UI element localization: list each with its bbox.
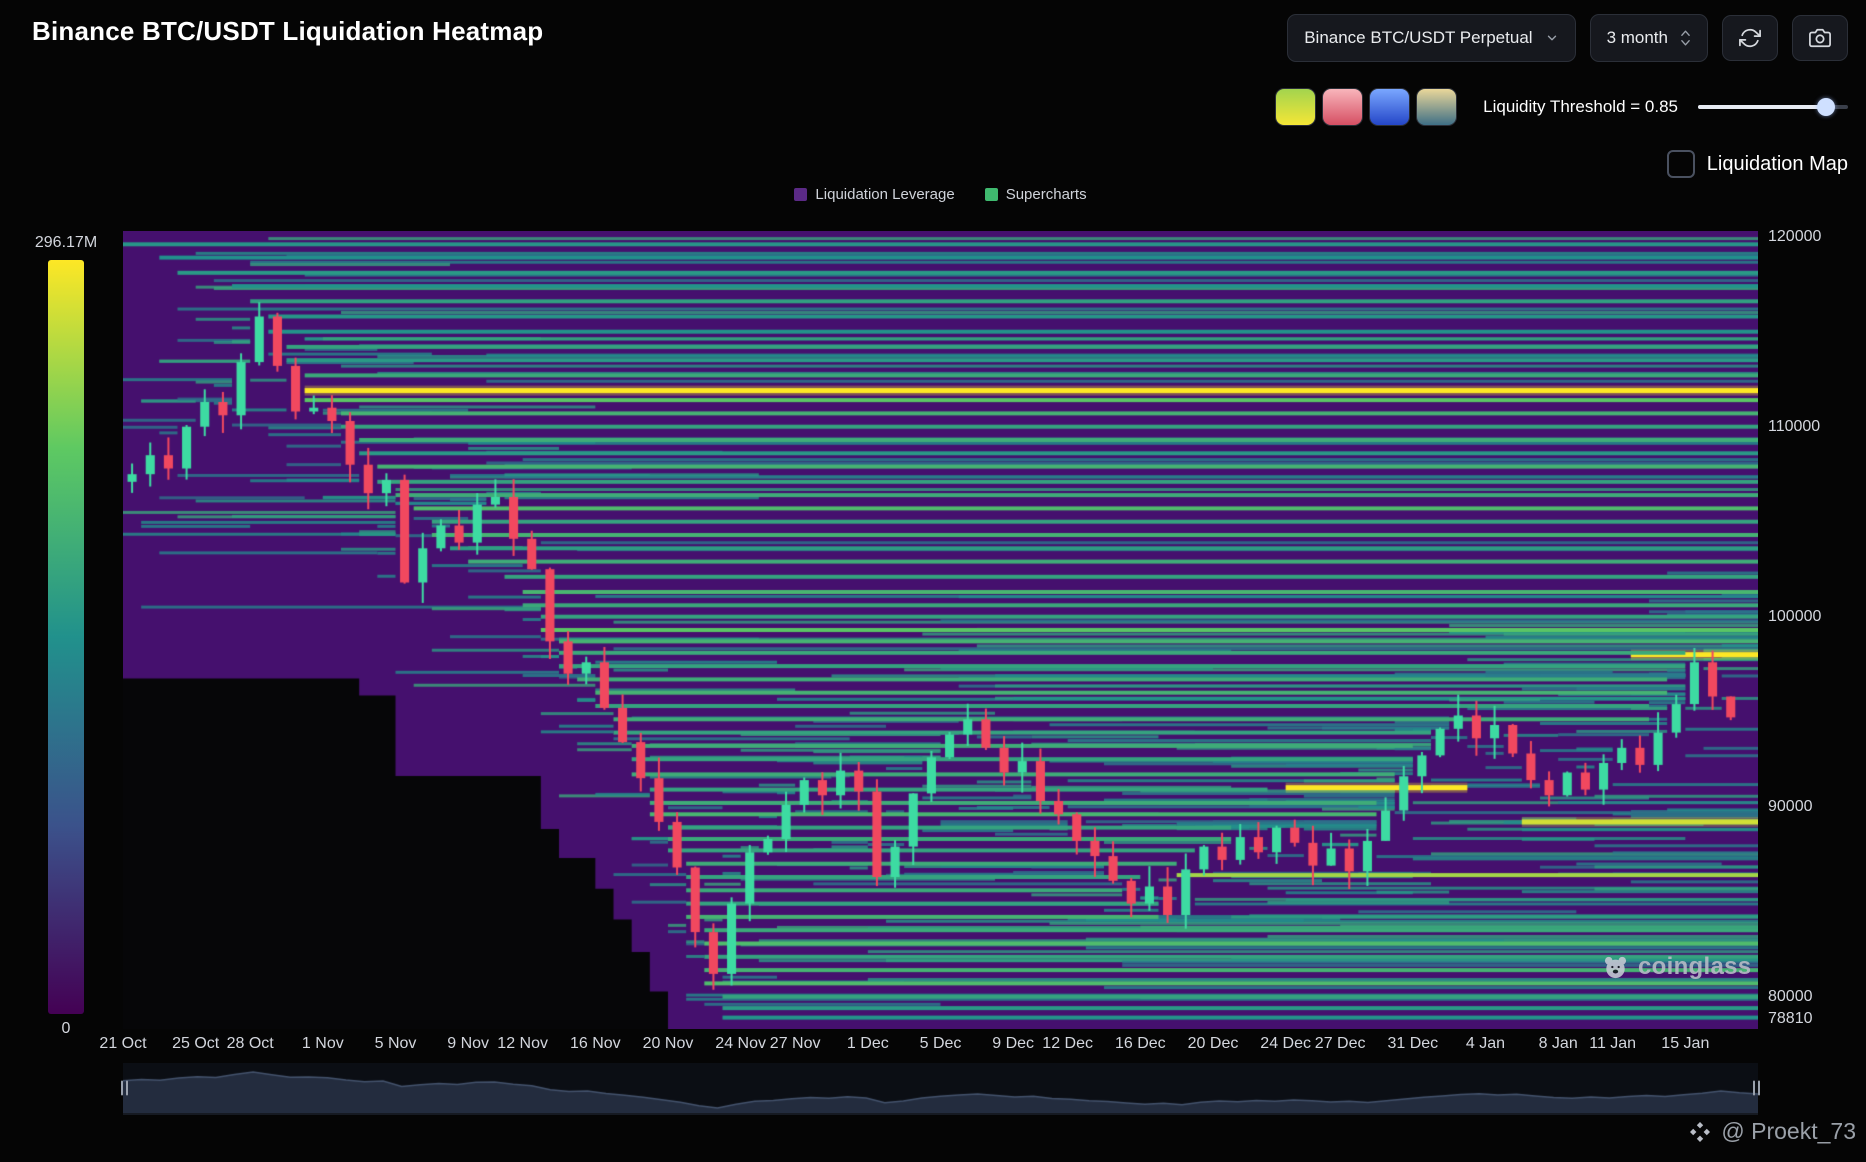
x-axis-label: 12 Nov: [497, 1035, 549, 1052]
timeframe-select[interactable]: 3 month: [1589, 14, 1708, 62]
navigator[interactable]: [121, 1063, 1760, 1115]
legend-swatch: [794, 188, 808, 201]
chevron-down-icon: [1545, 31, 1559, 45]
x-axis-label: 4 Jan: [1465, 1035, 1506, 1052]
legend: Liquidation Leverage Supercharts: [123, 186, 1758, 203]
slider-thumb[interactable]: [1816, 98, 1835, 116]
legend-label: Supercharts: [1005, 186, 1087, 203]
x-axis-label: 25 Oct: [172, 1035, 220, 1052]
refresh-button[interactable]: [1722, 15, 1778, 61]
x-axis-label: 24 Nov: [715, 1035, 767, 1052]
navigator-right-handle[interactable]: [1753, 1080, 1760, 1096]
palette-swatch[interactable]: [1369, 88, 1411, 126]
toolbar: Liquidity Threshold = 0.85: [1275, 88, 1848, 126]
diamond-logo-icon: [1688, 1120, 1712, 1144]
colorbar: [48, 260, 84, 1014]
palette-swatches: [1275, 88, 1458, 126]
symbol-select-value: Binance BTC/USDT Perpetual: [1304, 28, 1533, 47]
x-axis-label: 27 Dec: [1314, 1035, 1366, 1052]
x-axis: 21 Oct 25 Oct 28 Oct 1 Nov 5 Nov 9 Nov 12 Nov 1…: [0, 1035, 1866, 1057]
colorbar-min-label: 0: [61, 1020, 71, 1037]
heatmap-canvas[interactable]: [123, 231, 1758, 1029]
y-axis-label: 110000: [1768, 417, 1821, 435]
y-axis-label: 90000: [1768, 797, 1813, 815]
navigator-canvas[interactable]: [123, 1063, 1758, 1113]
x-axis-label: 1 Dec: [846, 1035, 889, 1052]
x-axis-label: 5 Nov: [374, 1035, 417, 1052]
coinglass-watermark: coinglass: [1602, 953, 1751, 981]
x-axis-label: 1 Nov: [301, 1035, 344, 1052]
credit: @ Proekt_73: [1688, 1118, 1856, 1145]
y-axis-label: 120000: [1768, 227, 1822, 245]
liquidation-map-toggle-row: Liquidation Map: [1666, 150, 1848, 178]
x-axis-label: 15 Jan: [1661, 1035, 1710, 1052]
legend-label: Liquidation Leverage: [815, 186, 955, 203]
x-axis-label: 9 Nov: [447, 1035, 490, 1052]
palette-swatch[interactable]: [1275, 88, 1317, 126]
x-axis-label: 11 Jan: [1589, 1035, 1637, 1052]
legend-swatch: [984, 188, 998, 201]
x-axis-label: 28 Oct: [226, 1035, 274, 1052]
coinglass-text: coinglass: [1638, 953, 1752, 980]
legend-item[interactable]: Supercharts: [984, 186, 1087, 203]
page-title: Binance BTC/USDT Liquidation Heatmap: [32, 16, 544, 46]
x-axis-label: 20 Nov: [642, 1035, 694, 1052]
camera-icon: [1809, 27, 1831, 49]
navigator-left-handle[interactable]: [121, 1080, 128, 1096]
x-axis-label: 31 Dec: [1387, 1035, 1439, 1052]
threshold-slider[interactable]: [1698, 98, 1848, 116]
timeframe-select-value: 3 month: [1606, 28, 1668, 47]
x-axis-label: 20 Dec: [1187, 1035, 1239, 1052]
header-controls: Binance BTC/USDT Perpetual 3 month: [1287, 14, 1848, 62]
x-axis-label: 27 Nov: [769, 1035, 821, 1052]
refresh-icon: [1739, 27, 1761, 49]
y-axis-label: 100000: [1768, 607, 1822, 625]
legend-item[interactable]: Liquidation Leverage: [794, 186, 955, 203]
screenshot-button[interactable]: [1792, 15, 1848, 61]
x-axis-label: 16 Nov: [569, 1035, 621, 1052]
x-axis-label: 8 Jan: [1538, 1035, 1578, 1052]
palette-swatch[interactable]: [1416, 88, 1458, 126]
threshold-label: Liquidity Threshold = 0.85: [1483, 97, 1678, 116]
y-axis-label: 80000: [1768, 987, 1813, 1005]
bear-icon: [1602, 954, 1629, 981]
x-axis-label: 16 Dec: [1114, 1035, 1166, 1052]
x-axis-label: 5 Dec: [919, 1035, 962, 1052]
x-axis-label: 24 Dec: [1260, 1035, 1312, 1052]
slider-track[interactable]: [1698, 105, 1848, 109]
y-axis-label: 78810: [1768, 1010, 1813, 1028]
colorbar-max-label: 296.17M: [34, 234, 98, 251]
credit-text: @ Proekt_73: [1721, 1118, 1856, 1144]
x-axis-label: 12 Dec: [1042, 1035, 1094, 1052]
chevron-up-down-icon: [1680, 29, 1691, 47]
liquidation-map-label: Liquidation Map: [1706, 152, 1848, 175]
palette-swatch[interactable]: [1322, 88, 1364, 126]
slider-fill: [1698, 105, 1826, 109]
x-axis-label: 9 Dec: [992, 1035, 1035, 1052]
liquidation-map-checkbox[interactable]: [1666, 150, 1695, 178]
x-axis-label: 21 Oct: [99, 1035, 147, 1052]
symbol-select[interactable]: Binance BTC/USDT Perpetual: [1287, 14, 1576, 62]
colorbar-column: 296.17M 0: [34, 234, 98, 1038]
